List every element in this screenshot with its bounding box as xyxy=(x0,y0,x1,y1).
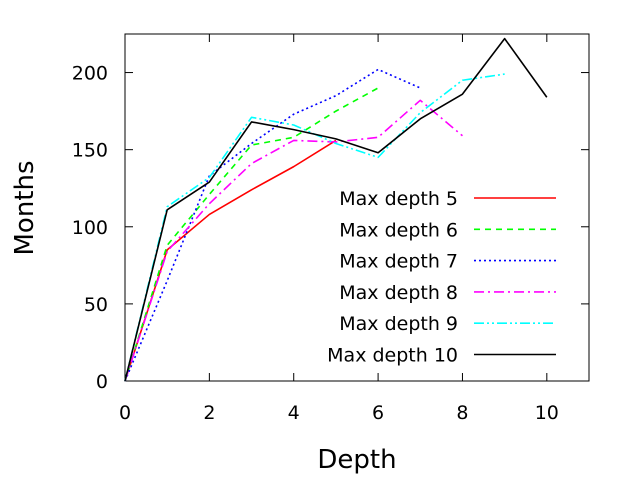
x-tick-label: 8 xyxy=(456,402,468,424)
series-line-max-depth-5 xyxy=(124,139,337,382)
legend-label: Max depth 10 xyxy=(327,345,458,367)
y-axis-title: Months xyxy=(10,160,40,255)
y-tick-label: 200 xyxy=(72,63,108,85)
legend-label: Max depth 7 xyxy=(339,251,458,273)
legend-label: Max depth 9 xyxy=(339,313,458,335)
series-layer xyxy=(124,37,548,382)
series-line-max-depth-7 xyxy=(124,68,421,382)
series-line-max-depth-6 xyxy=(124,87,379,382)
plot-frame xyxy=(124,33,590,382)
series-line-max-depth-10 xyxy=(124,37,548,382)
x-tick-label: 4 xyxy=(288,402,300,424)
y-tick-label: 150 xyxy=(72,140,108,162)
legend-label: Max depth 6 xyxy=(339,219,458,241)
y-tick-label: 0 xyxy=(96,371,108,393)
y-tick-label: 100 xyxy=(72,217,108,239)
legend-label: Max depth 8 xyxy=(339,282,458,304)
x-axis-title: Depth xyxy=(317,445,396,475)
y-tick-label: 50 xyxy=(84,294,108,316)
x-tick-label: 6 xyxy=(372,402,384,424)
series-line-max-depth-8 xyxy=(124,99,463,382)
legend: Max depth 5 Max depth 6 Max depth 7 Max dep… xyxy=(327,188,556,367)
x-tick-label: 2 xyxy=(203,402,215,424)
x-tick-label: 0 xyxy=(119,402,131,424)
legend-label: Max depth 5 xyxy=(339,188,458,210)
x-tick-label: 10 xyxy=(535,402,559,424)
